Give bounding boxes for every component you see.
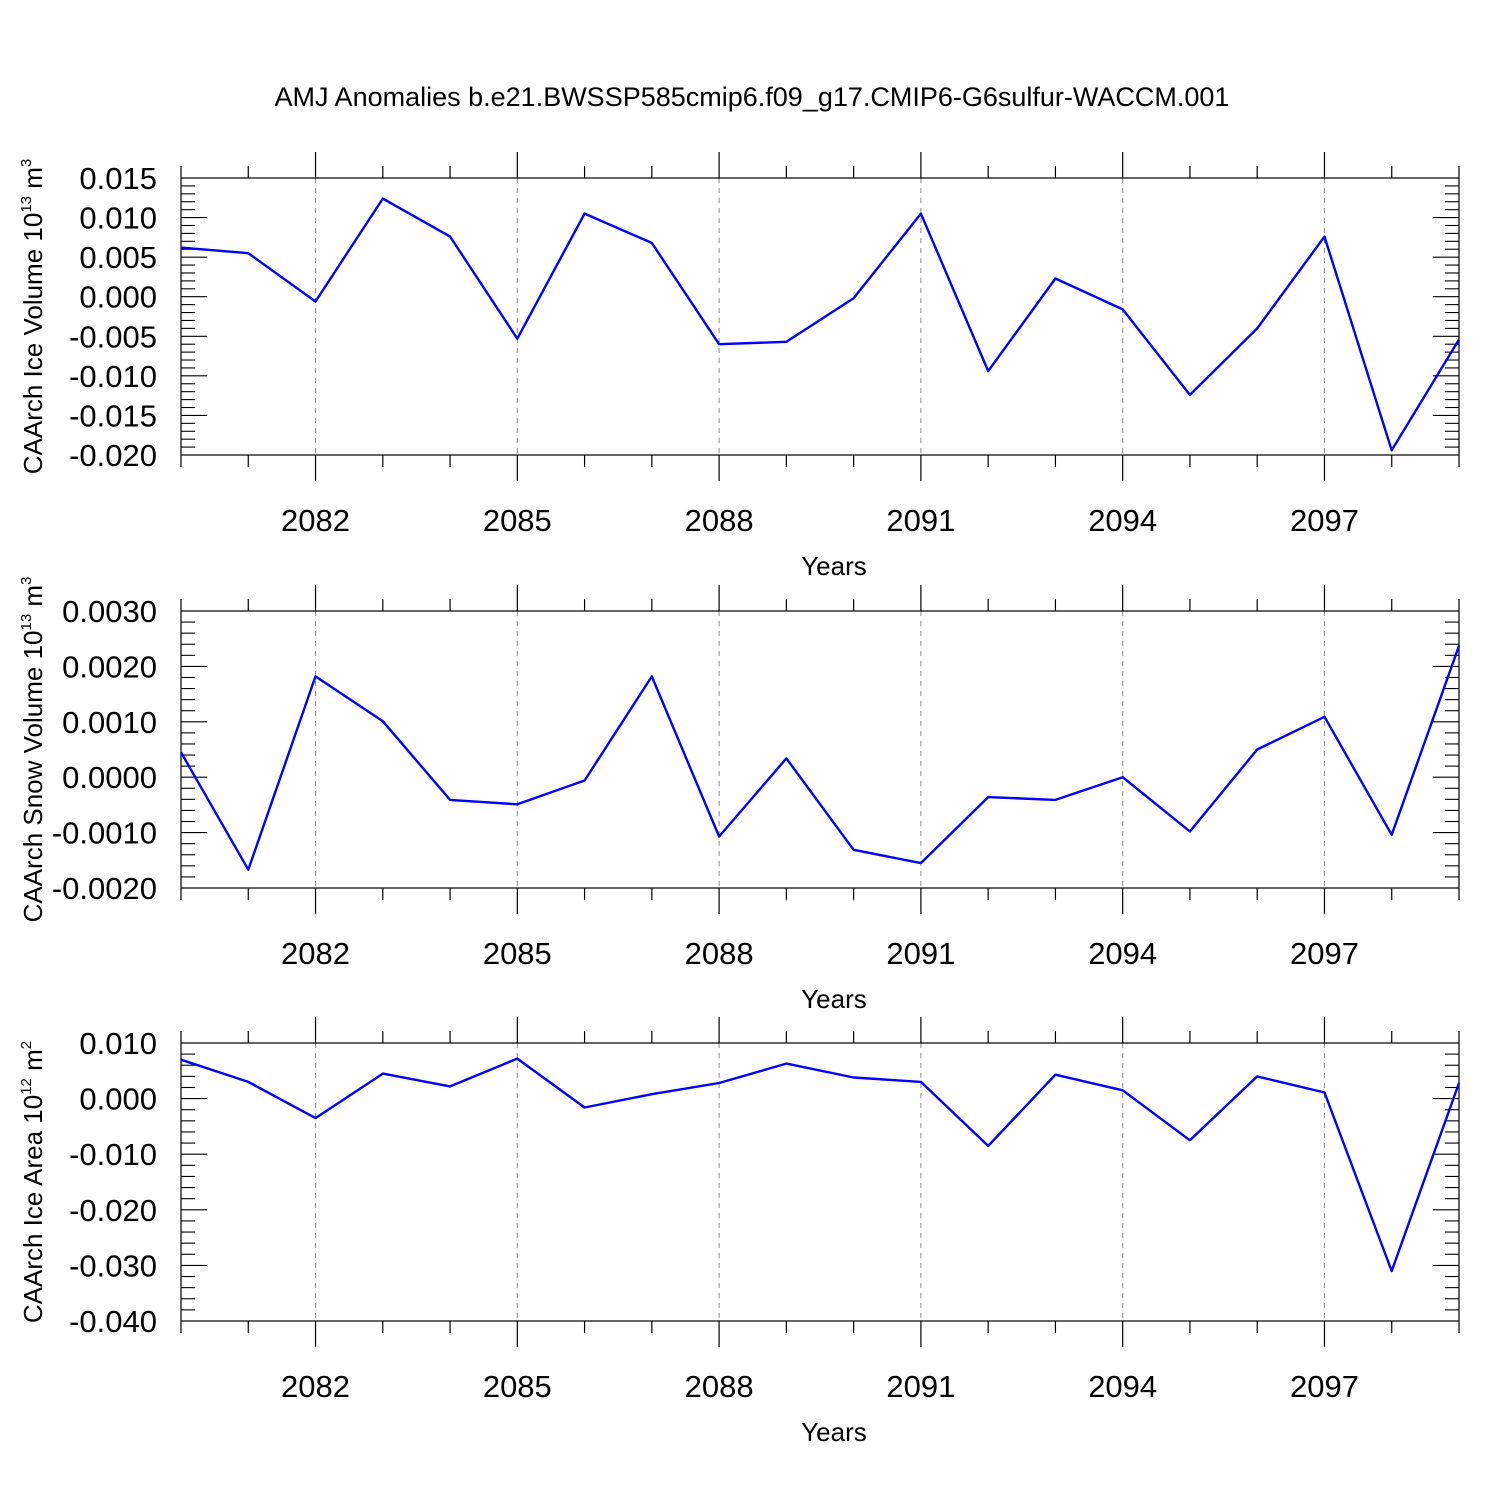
x-tick-label-2091: 2091	[886, 936, 955, 971]
plot-frame	[180, 610, 1460, 889]
y-tick-label: 0.010	[79, 201, 157, 236]
series-line-ice-volume	[180, 197, 1461, 452]
x-tick-label-2082: 2082	[281, 503, 350, 538]
x-tick-label-2085: 2085	[483, 1369, 552, 1404]
x-tick-label-2091: 2091	[886, 1369, 955, 1404]
x-tick-label-2094: 2094	[1088, 1369, 1157, 1404]
x-tick-label-2097: 2097	[1290, 1369, 1359, 1404]
y-tick-label: 0.000	[79, 1082, 157, 1117]
x-tick-label-2085: 2085	[483, 503, 552, 538]
y-tick-label: -0.010	[69, 1137, 157, 1172]
panel-snow-volume: 2082 2085 2088 2091 2094 2097 Years -0.0020 -0.0…	[18, 577, 1461, 1014]
y-axis-title: CAArch Snow Volume 1013 m3	[18, 577, 48, 923]
y-tick-label: -0.030	[69, 1248, 157, 1283]
x-axis-title: Years	[801, 1417, 867, 1447]
y-tick-label: 0.000	[79, 280, 157, 315]
y-tick-label: -0.020	[69, 1193, 157, 1228]
x-tick-label-2097: 2097	[1290, 503, 1359, 538]
x-axis-title: Years	[801, 984, 867, 1014]
y-tick-label: -0.020	[69, 438, 157, 473]
plot-frame	[180, 1042, 1460, 1322]
x-tick-label-2094: 2094	[1088, 503, 1157, 538]
y-tick-label: -0.0010	[52, 816, 157, 851]
y-tick-label: 0.005	[79, 240, 157, 275]
y-axis-title: CAArch Ice Area 1012 m2	[18, 1041, 48, 1323]
y-tick-label: 0.010	[79, 1026, 157, 1061]
figure-title: AMJ Anomalies b.e21.BWSSP585cmip6.f09_g1…	[275, 82, 1230, 112]
series-line-ice-area	[180, 1057, 1461, 1273]
x-axis-title: Years	[801, 551, 867, 581]
y-tick-label: 0.0000	[62, 760, 157, 795]
y-tick-label: 0.0030	[62, 594, 157, 629]
y-tick-label: -0.0020	[52, 871, 157, 906]
y-tick-label: 0.015	[79, 161, 157, 196]
y-tick-label: 0.0010	[62, 705, 157, 740]
x-tick-label-2082: 2082	[281, 936, 350, 971]
plot-frame	[180, 177, 1460, 456]
panel-ice-volume: 2082 2085 2088 2091 2094 2097 Years -0.020 -0.01…	[18, 152, 1461, 581]
y-axis-title: CAArch Ice Volume 1013 m3	[18, 159, 48, 475]
x-tick-label-2094: 2094	[1088, 936, 1157, 971]
panel-ice-area: 2082 2085 2088 2091 2094 2097 Years -0.040 -0.03…	[18, 1017, 1461, 1447]
x-tick-label-2085: 2085	[483, 936, 552, 971]
series-line-snow-volume	[179, 645, 1461, 871]
x-tick-label-2097: 2097	[1290, 936, 1359, 971]
y-tick-label: -0.005	[69, 319, 157, 354]
y-tick-label: -0.015	[69, 398, 157, 433]
x-tick-label-2088: 2088	[685, 503, 754, 538]
x-tick-label-2088: 2088	[685, 936, 754, 971]
y-tick-label: -0.010	[69, 359, 157, 394]
y-tick-label: -0.040	[69, 1304, 157, 1339]
x-tick-label-2082: 2082	[281, 1369, 350, 1404]
y-tick-label: 0.0020	[62, 649, 157, 684]
x-tick-label-2091: 2091	[886, 503, 955, 538]
x-tick-label-2088: 2088	[685, 1369, 754, 1404]
